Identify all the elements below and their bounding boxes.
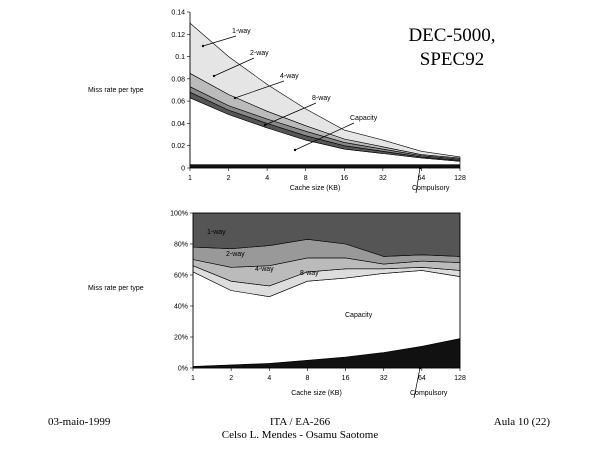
annotation-arrowhead — [233, 96, 237, 100]
annotation-1-way: 1-way — [232, 28, 251, 35]
footer-center: ITA / EA-266 Celso L. Mendes - Osamu Sao… — [190, 416, 410, 442]
y-tick-label: 0.14 — [171, 10, 185, 17]
x-tick-label: 32 — [379, 175, 387, 182]
annotation-arrow — [415, 167, 421, 194]
x-tick-label: 4 — [267, 375, 271, 382]
plot-frame — [192, 212, 461, 369]
annotation-arrow — [294, 122, 355, 151]
annotation-1-way: 1-way — [207, 229, 226, 236]
y-tick-label: 0% — [178, 366, 188, 373]
annotation-compulsory: Compulsory — [410, 390, 448, 397]
annotation-arrowhead — [201, 44, 205, 48]
footer-date: 03-maio-1999 — [48, 416, 111, 428]
y-tick-label: 0.1 — [175, 54, 185, 61]
y-tick-label: 60% — [174, 273, 188, 280]
chart-top: 0 0.02 0.04 0.06 0.08 0.1 0.12 0.14 1 2 4 8 16 32 64 12… — [88, 10, 466, 194]
annotation-4-way: 4-way — [255, 266, 274, 273]
y-tick-label: 20% — [174, 335, 188, 342]
annotation-2-way: 2-way — [226, 251, 245, 258]
x-tick-label: 1 — [188, 175, 192, 182]
x-tick-label: 16 — [342, 375, 350, 382]
y-tick-label: 100% — [170, 211, 188, 218]
chart-bottom: 0% 20% 40% 60% 80% 100% 1 2 4 8 16 32 64 128 Miss rate… — [88, 211, 466, 399]
annotation-capacity: Capacity — [350, 115, 378, 122]
x-tick-label: 8 — [305, 375, 309, 382]
slide-title: DEC-5000, SPEC92 — [392, 24, 512, 72]
x-tick-label: 1 — [191, 375, 195, 382]
y-tick-label: 0 — [181, 166, 185, 173]
y-tick-label: 80% — [174, 242, 188, 249]
footer-page: Aula 10 (22) — [493, 416, 550, 428]
annotation-arrowhead — [212, 74, 216, 78]
x-tick-label: 2 — [227, 175, 231, 182]
y-tick-label: 0.04 — [171, 121, 185, 128]
area-1-way — [189, 22, 461, 159]
annotation-arrow — [202, 35, 237, 47]
y-tick-label: 0.08 — [171, 76, 185, 83]
annotation-8-way: 8-way — [312, 95, 331, 102]
annotation-capacity: Capacity — [345, 312, 373, 319]
y-axis-label: Miss rate per type — [88, 285, 144, 292]
title-line-1: DEC-5000, — [408, 25, 496, 46]
footer-course: ITA / EA-266 — [269, 416, 331, 428]
x-tick-label: 64 — [418, 375, 426, 382]
x-tick-label: 128 — [454, 375, 466, 382]
x-tick-label: 2 — [229, 375, 233, 382]
annotation-arrow — [264, 102, 317, 126]
y-tick-label: 0.02 — [171, 143, 185, 150]
annotation-4-way: 4-way — [280, 73, 299, 80]
x-axis-label: Cache size (KB) — [290, 185, 341, 192]
annotation-arrow — [413, 367, 421, 399]
y-tick-label: 40% — [174, 304, 188, 311]
annotation-arrowhead — [263, 123, 267, 127]
x-tick-label: 128 — [454, 175, 466, 182]
footer-authors: Celso L. Mendes - Osamu Saotome — [221, 429, 379, 441]
y-tick-label: 0.12 — [171, 32, 185, 39]
annotation-compulsory: Compulsory — [412, 185, 450, 192]
x-tick-label: 32 — [380, 375, 388, 382]
annotation-arrowhead — [293, 148, 297, 152]
annotation-2-way: 2-way — [250, 50, 269, 57]
annotation-arrowhead — [418, 166, 422, 170]
x-tick-label: 4 — [265, 175, 269, 182]
x-tick-label: 8 — [304, 175, 308, 182]
annotation-arrowhead — [418, 366, 422, 370]
annotation-8-way: 8-way — [300, 270, 319, 277]
title-line-2: SPEC92 — [419, 49, 485, 70]
annotation-arrow — [213, 57, 255, 77]
x-axis-label: Cache size (KB) — [291, 390, 342, 397]
y-tick-label: 0.06 — [171, 99, 185, 106]
x-tick-label: 64 — [418, 175, 426, 182]
x-tick-label: 16 — [340, 175, 348, 182]
annotation-arrow — [234, 80, 285, 99]
y-axis-label: Miss rate per type — [88, 87, 144, 94]
